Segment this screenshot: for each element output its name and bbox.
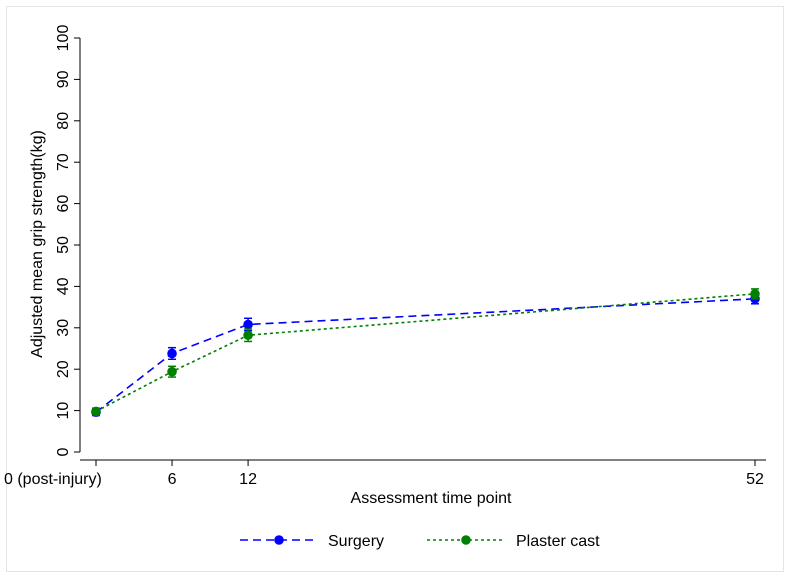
series-line-plaster-cast xyxy=(95,293,756,413)
x-tick-label: 0 (post-injury) xyxy=(4,471,102,488)
y-tick-label: 50 xyxy=(55,236,72,254)
y-tick-label: 90 xyxy=(55,70,72,88)
legend: Surgery Plaster cast xyxy=(240,533,600,550)
series-layer xyxy=(91,288,760,418)
y-axis-label: Adjusted mean grip strength(kg) xyxy=(29,130,46,358)
y-tick-label: 70 xyxy=(55,153,72,171)
y-tick-label: 40 xyxy=(55,277,72,295)
y-tick-label: 10 xyxy=(55,402,72,420)
legend-marker xyxy=(461,535,471,545)
x-axis-ticks: 0 (post-injury) 6 12 52 xyxy=(4,460,764,488)
y-tick-label: 30 xyxy=(55,319,72,337)
data-point xyxy=(243,330,253,341)
legend-label: Plaster cast xyxy=(516,533,600,550)
y-tick-label: 0 xyxy=(55,447,72,456)
x-tick-label: 6 xyxy=(168,471,177,488)
y-tick-label: 100 xyxy=(55,25,72,52)
data-point xyxy=(750,289,760,299)
y-tick-label: 80 xyxy=(55,112,72,130)
legend-label: Surgery xyxy=(328,533,384,550)
chart-frame xyxy=(6,6,784,572)
data-point xyxy=(243,319,253,330)
x-tick-label: 52 xyxy=(746,471,764,488)
x-axis-label: Assessment time point xyxy=(351,490,513,507)
data-point xyxy=(91,406,101,417)
x-tick-label: 12 xyxy=(239,471,257,488)
y-tick-label: 20 xyxy=(55,360,72,378)
y-tick-label: 60 xyxy=(55,195,72,213)
data-point xyxy=(167,348,177,359)
series-line-surgery xyxy=(95,298,756,413)
data-point xyxy=(167,366,177,377)
legend-marker xyxy=(274,535,284,545)
y-axis-ticks: 0 10 20 30 40 50 60 70 80 90 100 xyxy=(55,25,80,456)
